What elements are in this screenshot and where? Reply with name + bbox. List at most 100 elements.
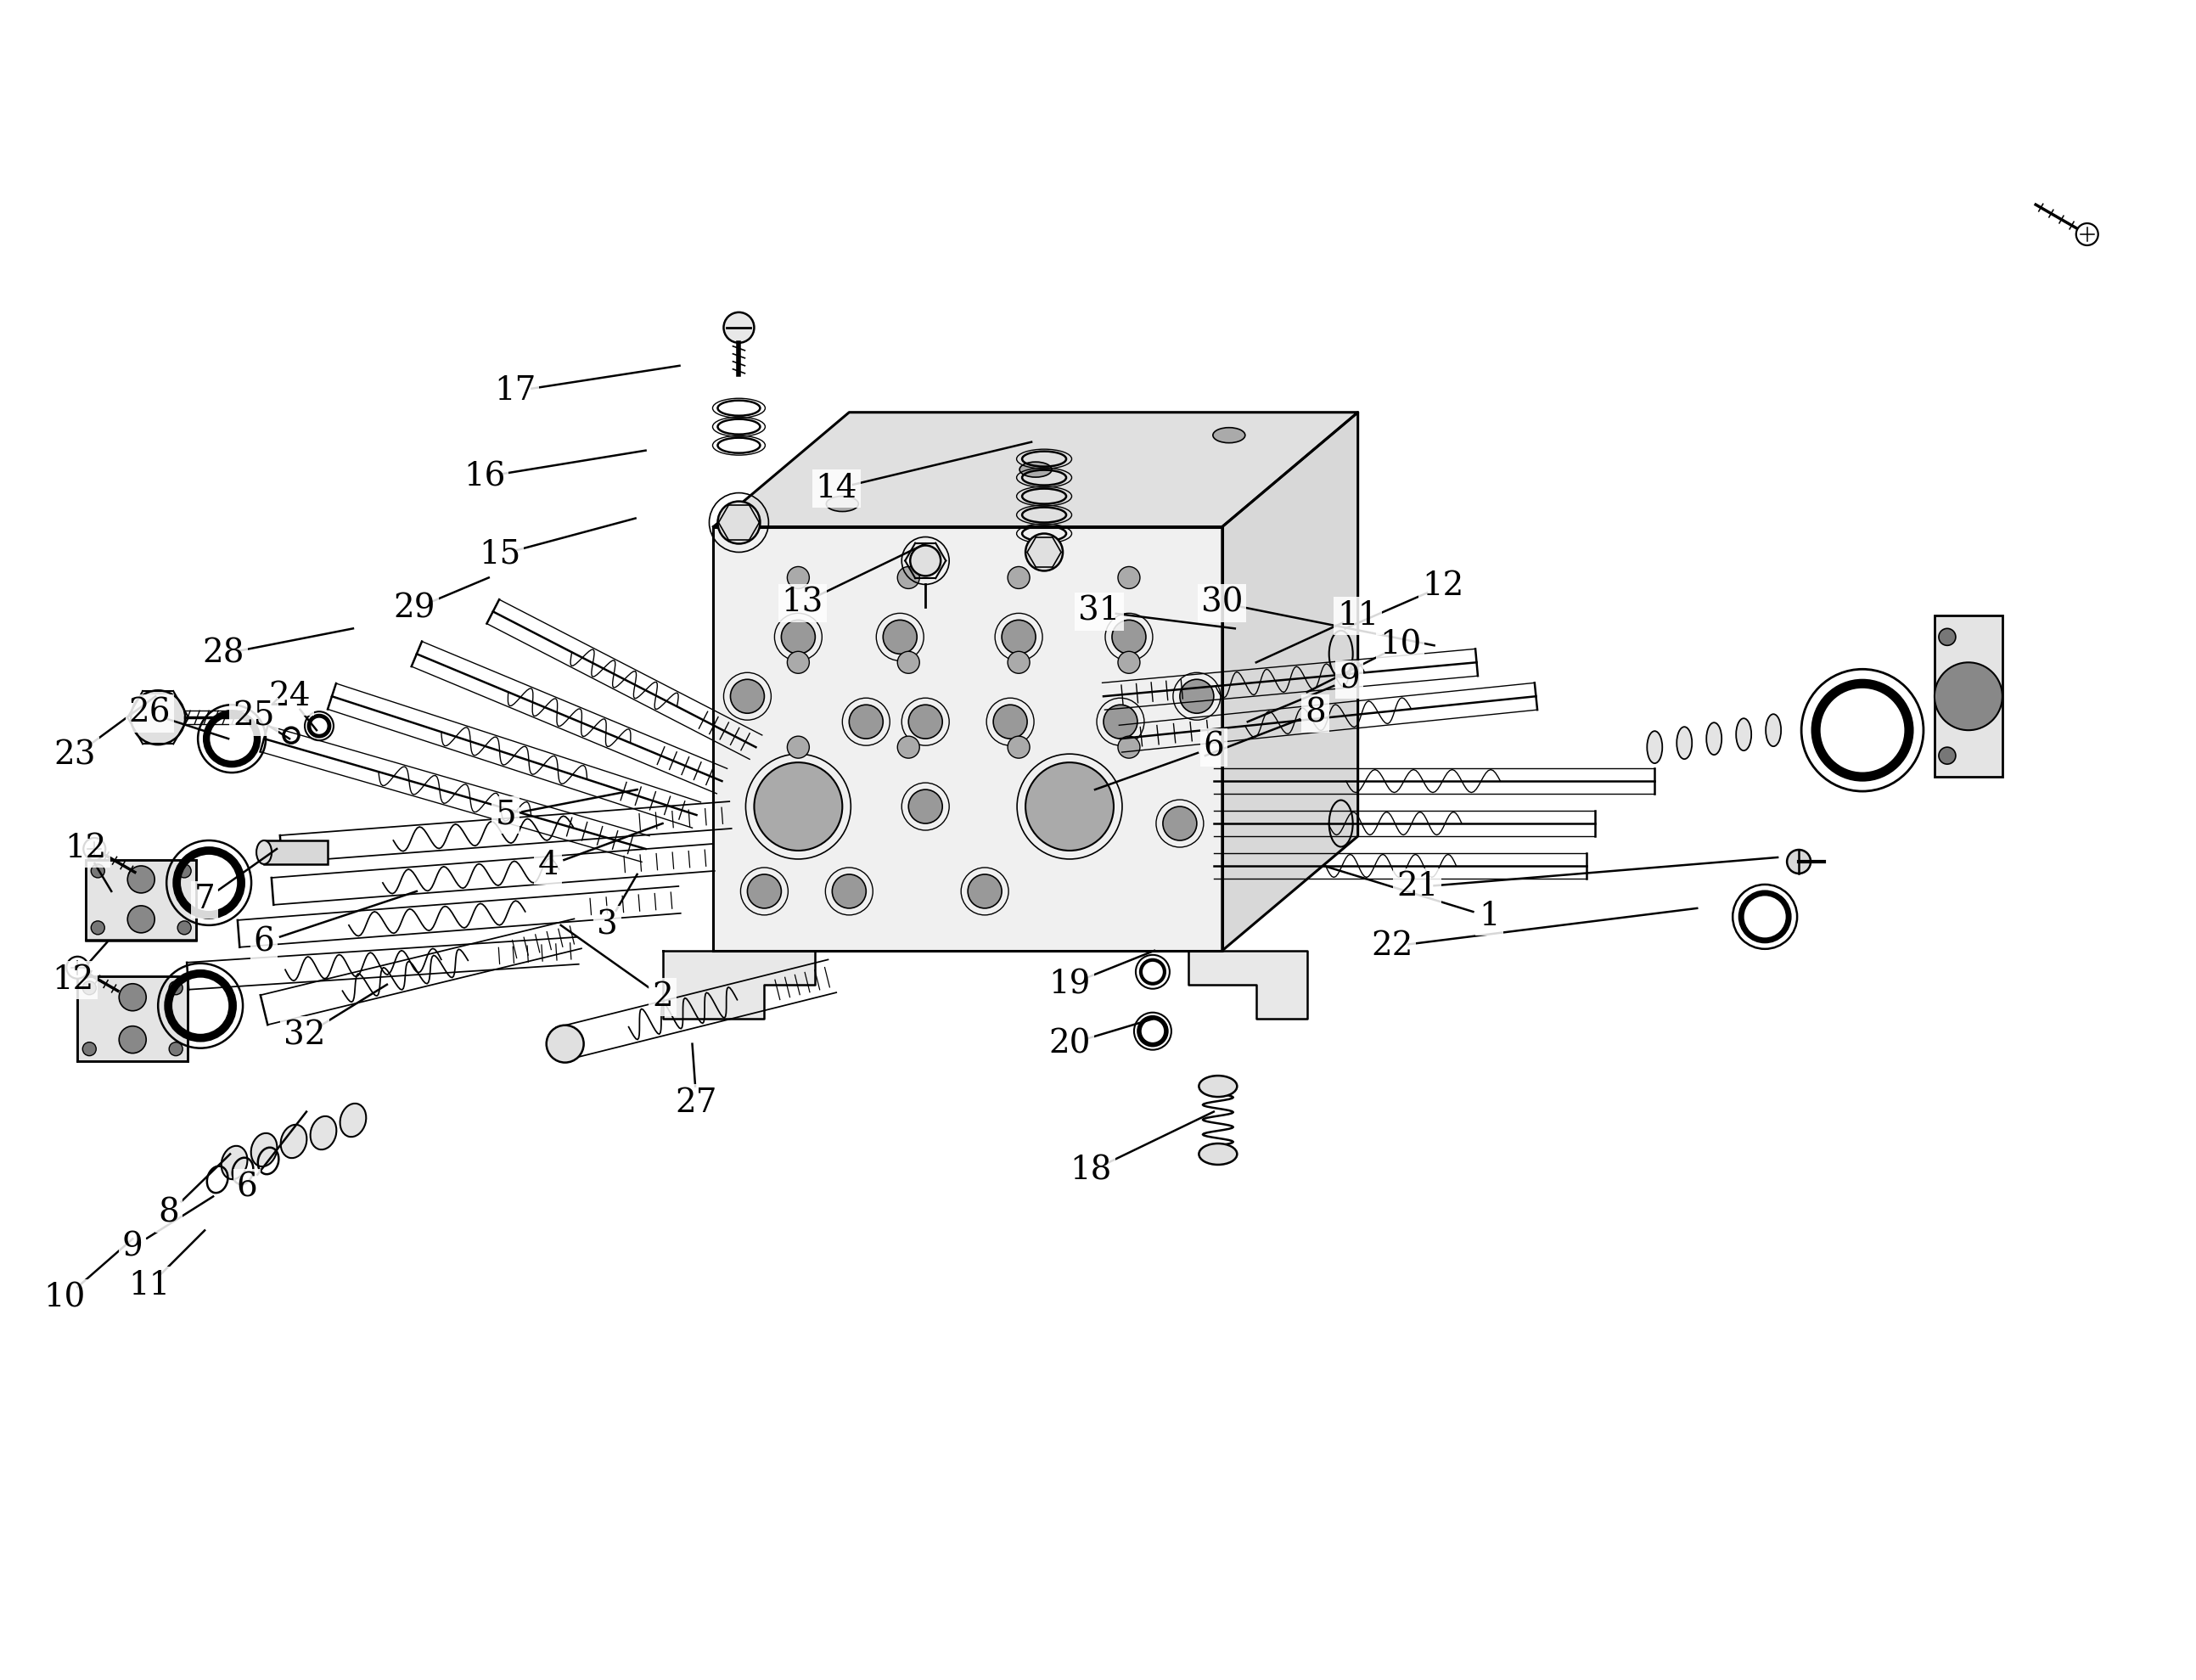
Circle shape <box>1935 662 2003 731</box>
Ellipse shape <box>1199 1144 1236 1164</box>
Circle shape <box>2075 223 2097 245</box>
Circle shape <box>1008 566 1030 588</box>
Circle shape <box>178 921 191 934</box>
Circle shape <box>132 690 184 744</box>
Ellipse shape <box>826 496 859 511</box>
Text: 8: 8 <box>158 1198 180 1230</box>
Text: 21: 21 <box>1397 872 1438 902</box>
Text: 12: 12 <box>53 964 94 996</box>
Circle shape <box>90 864 105 877</box>
Bar <box>264 840 327 864</box>
Circle shape <box>83 1042 97 1055</box>
Circle shape <box>718 501 760 544</box>
Text: 28: 28 <box>202 638 244 670</box>
Text: 17: 17 <box>494 375 536 407</box>
Circle shape <box>786 736 810 758</box>
Ellipse shape <box>1706 722 1722 754</box>
Circle shape <box>1118 566 1140 588</box>
Circle shape <box>786 652 810 674</box>
Circle shape <box>169 1042 182 1055</box>
Circle shape <box>1118 652 1140 674</box>
Circle shape <box>178 864 191 877</box>
Polygon shape <box>714 412 1357 528</box>
Text: 18: 18 <box>1069 1156 1111 1186</box>
Text: 13: 13 <box>782 588 824 618</box>
Circle shape <box>90 921 105 934</box>
Ellipse shape <box>1766 714 1781 746</box>
Circle shape <box>1788 850 1812 874</box>
Text: 10: 10 <box>44 1282 86 1314</box>
Text: 26: 26 <box>130 697 171 729</box>
Text: 12: 12 <box>1421 571 1465 601</box>
Text: 30: 30 <box>1201 588 1243 618</box>
Circle shape <box>1118 736 1140 758</box>
Circle shape <box>83 838 105 860</box>
Circle shape <box>753 763 843 850</box>
Text: 31: 31 <box>1078 596 1120 627</box>
Text: 25: 25 <box>233 701 274 732</box>
Text: 23: 23 <box>55 739 97 771</box>
Circle shape <box>909 546 940 576</box>
Circle shape <box>1001 620 1037 654</box>
Circle shape <box>1026 534 1063 571</box>
Text: 6: 6 <box>1203 731 1223 763</box>
Circle shape <box>127 906 154 932</box>
Circle shape <box>898 652 920 674</box>
Ellipse shape <box>1737 719 1752 751</box>
Circle shape <box>1939 748 1957 764</box>
Circle shape <box>725 312 753 343</box>
Circle shape <box>1179 679 1214 714</box>
Circle shape <box>782 620 815 654</box>
Circle shape <box>119 1026 147 1053</box>
Circle shape <box>1008 652 1030 674</box>
Circle shape <box>83 981 97 995</box>
Text: 1: 1 <box>1478 900 1500 932</box>
Text: 9: 9 <box>1340 664 1359 696</box>
Text: 6: 6 <box>237 1173 257 1203</box>
Bar <box>77 976 187 1060</box>
Ellipse shape <box>222 1146 248 1179</box>
Polygon shape <box>1223 412 1357 951</box>
Circle shape <box>119 984 147 1011</box>
Polygon shape <box>714 528 1223 951</box>
Circle shape <box>786 566 810 588</box>
Circle shape <box>850 706 883 739</box>
Circle shape <box>832 874 865 909</box>
Text: 10: 10 <box>1379 630 1421 662</box>
Text: 2: 2 <box>652 981 674 1013</box>
Text: 4: 4 <box>538 850 558 882</box>
Text: 9: 9 <box>123 1231 143 1263</box>
Text: 24: 24 <box>268 680 310 712</box>
Circle shape <box>1111 620 1146 654</box>
Text: 19: 19 <box>1050 969 1091 1000</box>
Circle shape <box>127 865 154 894</box>
Text: 32: 32 <box>283 1020 325 1052</box>
Text: 14: 14 <box>815 472 856 504</box>
Ellipse shape <box>281 1124 307 1158</box>
Circle shape <box>169 981 182 995</box>
Ellipse shape <box>250 1132 277 1166</box>
Circle shape <box>1164 806 1197 840</box>
Text: 12: 12 <box>66 833 108 865</box>
Text: 22: 22 <box>1370 931 1412 963</box>
Circle shape <box>898 736 920 758</box>
Text: 5: 5 <box>496 800 516 830</box>
Circle shape <box>1026 763 1113 850</box>
Text: 20: 20 <box>1047 1028 1091 1060</box>
Circle shape <box>898 566 920 588</box>
Text: 7: 7 <box>193 884 215 916</box>
Ellipse shape <box>1199 1075 1236 1097</box>
Bar <box>1935 617 2003 776</box>
Circle shape <box>909 790 942 823</box>
Text: 11: 11 <box>1337 600 1379 632</box>
Circle shape <box>731 679 764 714</box>
Text: 27: 27 <box>676 1087 718 1119</box>
Ellipse shape <box>257 840 272 864</box>
Circle shape <box>747 874 782 909</box>
Polygon shape <box>1188 951 1307 1018</box>
Text: 8: 8 <box>1304 697 1326 729</box>
Text: 3: 3 <box>597 909 617 941</box>
Ellipse shape <box>310 1116 336 1149</box>
Circle shape <box>1105 706 1138 739</box>
Circle shape <box>968 874 1001 909</box>
